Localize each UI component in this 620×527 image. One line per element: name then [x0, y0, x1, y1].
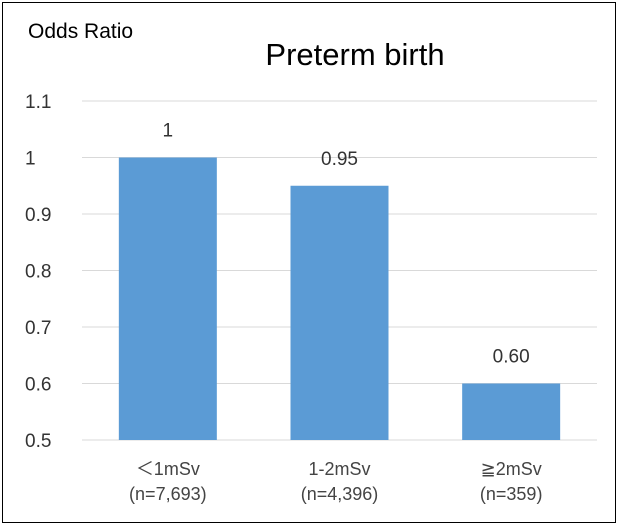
- data-label: 1: [163, 121, 174, 142]
- y-axis-label: Odds Ratio: [28, 20, 133, 43]
- bars: [118, 157, 561, 440]
- data-label: 0.95: [321, 149, 358, 170]
- x-tick-label: (n=4,396): [301, 484, 379, 504]
- y-tick-label: 0.5: [25, 431, 51, 452]
- x-tick-label: (n=7,693): [129, 484, 207, 504]
- y-tick-label: 1.1: [25, 92, 51, 113]
- x-tick-label: 1-2mSv: [308, 459, 370, 479]
- y-tick-labels: 0.5 0.6 0.7 0.8 0.9 1 1.1: [25, 92, 51, 452]
- bar: [118, 157, 217, 440]
- y-tick-label: 0.8: [25, 262, 51, 283]
- chart-title: Preterm birth: [265, 37, 444, 72]
- x-tick-label: ≧2mSv: [481, 459, 542, 479]
- bar: [462, 383, 561, 440]
- bar: [290, 185, 389, 440]
- y-tick-label: 0.6: [25, 375, 51, 396]
- x-tick-label: ＜1mSv: [136, 459, 200, 479]
- y-tick-label: 0.7: [25, 318, 51, 339]
- data-labels: 1 0.95 0.60: [163, 121, 530, 368]
- x-tick-label: (n=359): [480, 484, 543, 504]
- y-tick-label: 1: [25, 149, 36, 170]
- y-tick-label: 0.9: [25, 205, 51, 226]
- data-label: 0.60: [493, 347, 530, 368]
- category-labels: ＜1mSv (n=7,693) 1-2mSv (n=4,396) ≧2mSv (n=359…: [129, 459, 542, 504]
